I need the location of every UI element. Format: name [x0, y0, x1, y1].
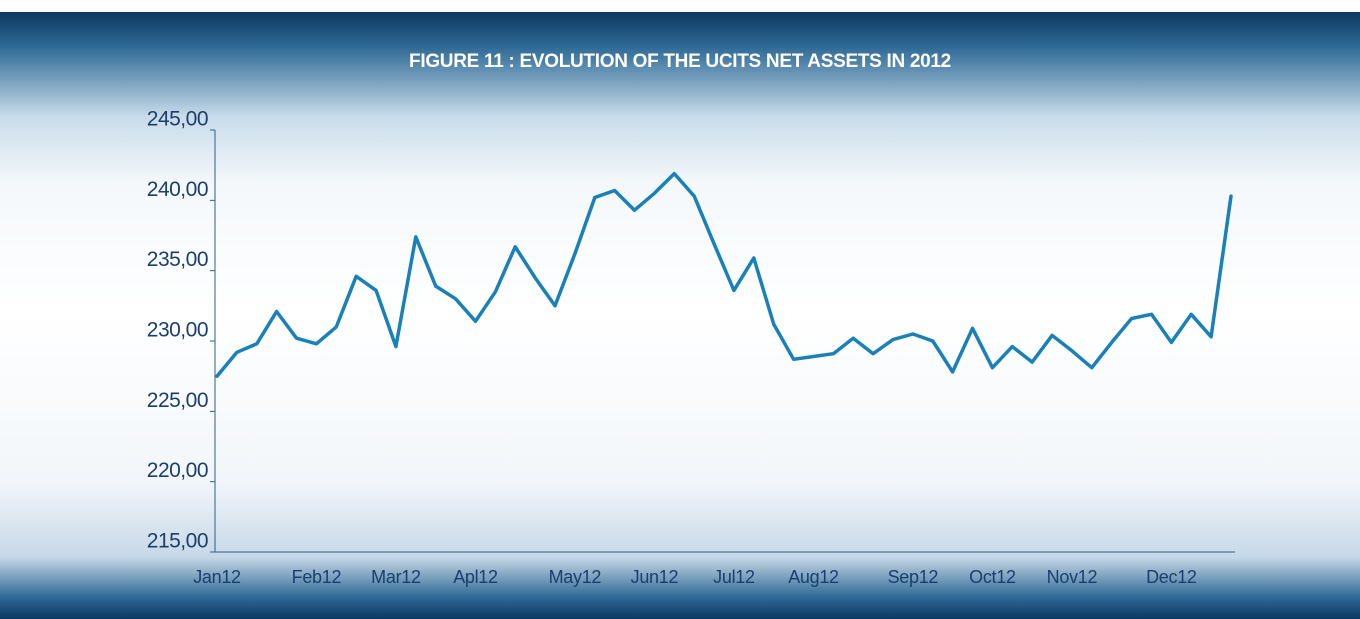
x-tick-label: Apl12	[453, 567, 498, 587]
y-tick-label: 240,00	[147, 178, 208, 201]
x-tick-label: Jun12	[631, 567, 679, 587]
x-tick-label: Mar12	[371, 567, 421, 587]
x-tick-label: Nov12	[1047, 567, 1098, 587]
x-tick-label: May12	[549, 567, 602, 587]
chart: FIGURE 11 : EVOLUTION OF THE UCITS NET A…	[147, 51, 1235, 587]
x-tick-label: Feb12	[292, 567, 342, 587]
y-tick-label: 235,00	[147, 248, 208, 271]
x-tick-label: Sep12	[888, 567, 939, 587]
y-tick-label: 230,00	[147, 319, 208, 342]
y-tick-label: 245,00	[147, 108, 208, 131]
y-tick-label: 215,00	[147, 530, 208, 553]
x-tick-label: Oct12	[969, 567, 1016, 587]
y-tick-label: 225,00	[147, 389, 208, 412]
x-tick-label: Jan12	[193, 567, 241, 587]
chart-background: FIGURE 11 : EVOLUTION OF THE UCITS NET A…	[0, 12, 1360, 619]
y-tick-label: 220,00	[147, 459, 208, 482]
x-tick-label: Dec12	[1146, 567, 1197, 587]
x-tick-label: Aug12	[788, 567, 839, 587]
data-line	[215, 171, 1233, 378]
chart-title: FIGURE 11 : EVOLUTION OF THE UCITS NET A…	[409, 51, 951, 72]
x-tick-label: Jul12	[713, 567, 755, 587]
